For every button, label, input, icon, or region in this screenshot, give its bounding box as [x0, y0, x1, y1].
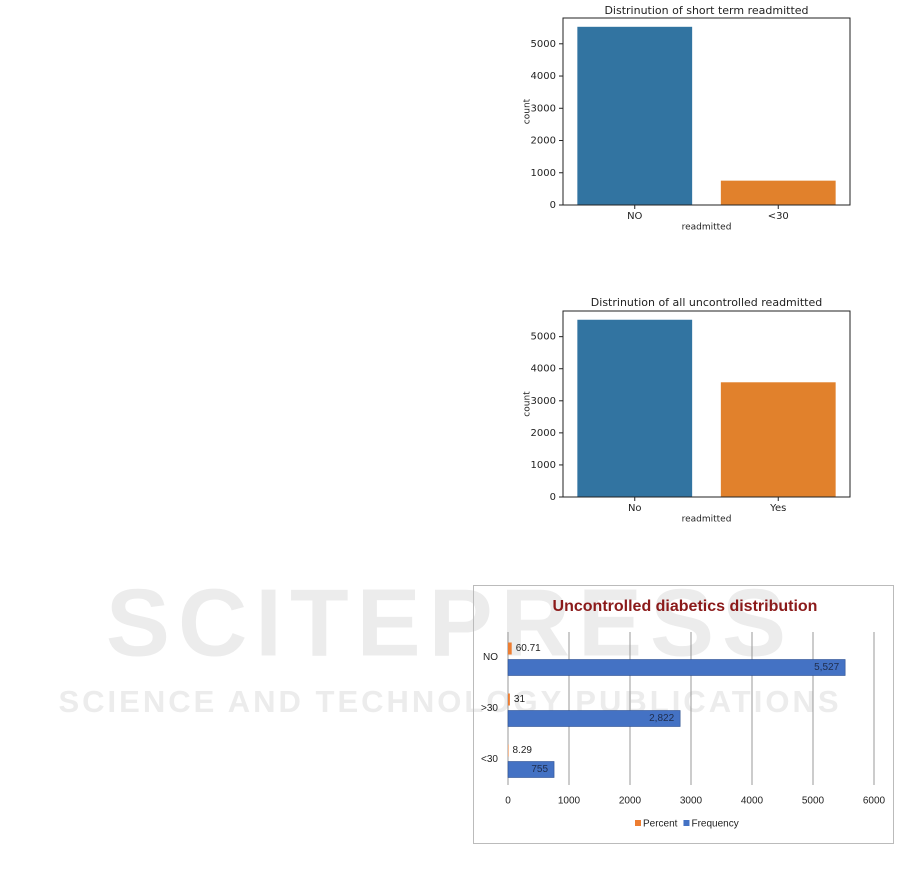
x-tick-label: 0: [505, 796, 511, 807]
y-tick-label: 3000: [531, 396, 556, 407]
data-label: 60.71: [516, 643, 541, 654]
x-tick-label: Yes: [769, 503, 786, 514]
bar: [507, 659, 846, 676]
x-tick-label: 2000: [619, 796, 642, 807]
y-tick-label: 0: [550, 492, 556, 503]
bar: [507, 761, 555, 778]
y-tick-label: 2000: [531, 428, 556, 439]
data-label: 5,527: [814, 662, 839, 673]
y-tick-label: 2000: [531, 136, 556, 147]
bar: [720, 180, 836, 205]
x-axis-label: readmitted: [682, 515, 732, 525]
y-tick-label: <30: [481, 754, 498, 765]
chart-title: Distrinution of all uncontrolled readmit…: [591, 296, 822, 309]
y-axis-label: count: [523, 391, 533, 417]
bar: [508, 642, 512, 655]
x-tick-label: 3000: [680, 796, 703, 807]
data-label: 8.29: [513, 745, 533, 756]
bar: [508, 744, 509, 757]
y-tick-label: 3000: [531, 103, 556, 114]
x-tick-label: <30: [768, 211, 789, 222]
chart-title: Uncontrolled diabetics distribution: [553, 598, 818, 615]
bar: [720, 382, 836, 497]
x-axis-label: readmitted: [682, 223, 732, 233]
x-tick-label: 4000: [741, 796, 764, 807]
legend-swatch: [683, 820, 690, 826]
data-label: 31: [514, 694, 526, 705]
x-tick-label: 1000: [558, 796, 581, 807]
legend-swatch: [635, 820, 641, 826]
bar: [507, 710, 681, 727]
x-tick-label: 5000: [802, 796, 825, 807]
legend-label: Frequency: [691, 819, 738, 830]
data-label: 2,822: [649, 713, 674, 724]
x-tick-label: NO: [627, 211, 642, 222]
y-tick-label: 4000: [531, 71, 556, 82]
chart-frame: [473, 585, 894, 844]
x-tick-label: No: [628, 503, 642, 514]
x-tick-label: 6000: [863, 796, 886, 807]
y-tick-label: 1000: [531, 460, 556, 471]
chart-title: Distrinution of short term readmitted: [604, 4, 808, 17]
y-tick-label: 0: [550, 200, 556, 211]
bar: [577, 319, 693, 497]
plot-frame: [562, 17, 851, 206]
bar: [577, 26, 693, 206]
y-axis-label: count: [523, 98, 533, 124]
y-tick-label: NO: [483, 652, 498, 663]
watermark-subtitle: SCIENCE AND TECHNOLOGY PUBLICATIONS: [58, 684, 841, 719]
data-label: 755: [531, 764, 548, 775]
legend-label: Percent: [643, 819, 678, 830]
y-tick-label: 1000: [531, 168, 556, 179]
y-tick-label: 4000: [531, 364, 556, 375]
plot-frame: [562, 310, 851, 498]
y-tick-label: >30: [481, 703, 498, 714]
watermark-title: SCITEPRESS: [106, 569, 794, 676]
y-tick-label: 5000: [531, 332, 556, 343]
y-tick-label: 5000: [531, 39, 556, 50]
bar: [508, 693, 510, 706]
